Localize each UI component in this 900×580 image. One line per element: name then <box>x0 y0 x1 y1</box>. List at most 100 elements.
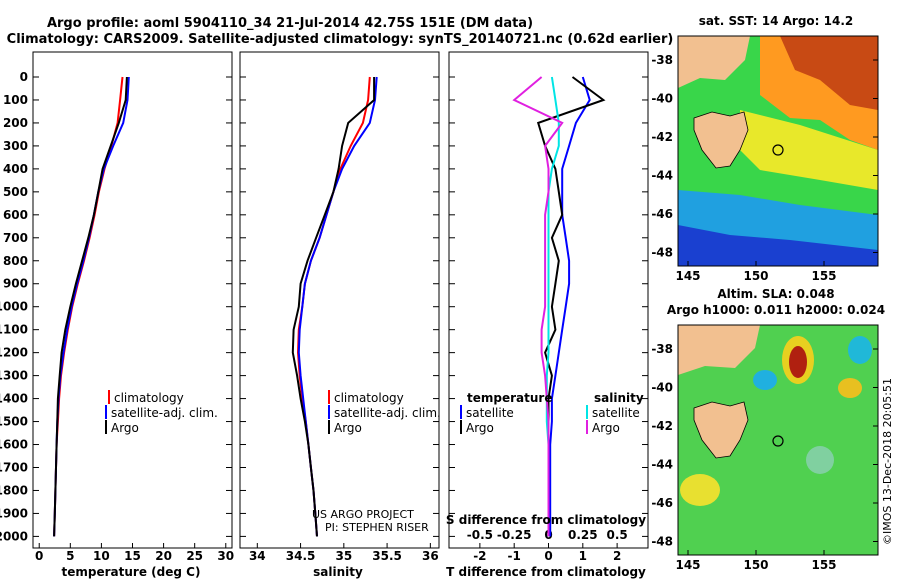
salinity-panel-frame <box>239 51 440 549</box>
depth-tick-label: 600 <box>3 208 28 222</box>
s-difference-tick-label: 0.5 <box>606 528 627 542</box>
sla-argo-position-marker <box>772 435 784 447</box>
depth-tick-label: 100 <box>3 93 28 107</box>
salinity-profiles <box>291 76 378 537</box>
salinity-legend: climatology satellite-adj. clim. Argo <box>328 390 441 435</box>
depth-tick-label: 1100 <box>0 323 28 337</box>
temperature-tick-label: 25 <box>186 549 203 563</box>
sst-map-title: sat. SST: 14 Argo: 14.2 <box>699 14 853 28</box>
s-difference-tick-label: 0.25 <box>568 528 598 542</box>
map-lat-tick-label: -48 <box>651 246 673 260</box>
map-lon-tick-label: 155 <box>811 269 836 283</box>
salinity-tick-label: 34.5 <box>286 549 316 563</box>
sst-cold-region <box>678 225 878 266</box>
depth-tick-label: 700 <box>3 231 28 245</box>
map-lat-tick-label: -46 <box>651 207 673 221</box>
series-line-salinity-argo <box>512 76 564 537</box>
temperature-profiles <box>53 76 130 537</box>
map-lat-tick-label: -38 <box>651 342 673 356</box>
salinity-x-axis: 34 34.5 35 35.5 36 <box>249 543 439 563</box>
depth-tick-label: 1300 <box>0 369 28 383</box>
figure-title-line1: Argo profile: aoml 5904110_34 21-Jul-201… <box>47 16 533 31</box>
temperature-tick-label: 20 <box>155 549 172 563</box>
legend-label-argo: Argo <box>334 421 362 435</box>
legend-label-satellite: satellite-adj. clim. <box>334 406 441 420</box>
legend-title-salinity: salinity <box>594 391 644 405</box>
sla-map-title: Altim. SLA: 0.048 <box>717 287 834 301</box>
temperature-tick-label: 0 <box>35 549 43 563</box>
depth-tick-label: 500 <box>3 185 28 199</box>
temperature-axis-label: temperature (deg C) <box>62 565 201 579</box>
sla-peak-anomaly <box>789 346 807 378</box>
depth-tick-label: 2000 <box>0 529 28 543</box>
map-lat-tick-label: -42 <box>651 419 673 433</box>
sla-low-2 <box>806 446 834 474</box>
depth-axis: 0 100 200 300 400 500 600 700 800 900 1000 1100 1200… <box>0 70 648 543</box>
legend-label-t-argo: Argo <box>466 421 494 435</box>
map-lat-tick-label: -40 <box>651 92 673 106</box>
depth-tick-label: 1900 <box>0 506 28 520</box>
difference-tick-label: 0 <box>544 549 552 563</box>
legend-label-t-satellite: satellite <box>466 406 514 420</box>
sla-mainland <box>678 325 760 375</box>
sla-southwest-high <box>680 474 720 506</box>
temperature-panel-frame <box>32 51 233 549</box>
depth-tick-label: 200 <box>3 116 28 130</box>
map-lon-tick-label: 155 <box>811 558 836 572</box>
legend-label-climatology: climatology <box>114 391 184 405</box>
depth-tick-label: 1600 <box>0 438 28 452</box>
sla-map <box>678 325 878 555</box>
s-difference-tick-label: -0.25 <box>497 528 532 542</box>
salinity-tick-label: 35.5 <box>372 549 402 563</box>
difference-x-axis: -2 -1 0 1 2 <box>473 543 621 563</box>
difference-tick-label: 1 <box>579 549 587 563</box>
imos-watermark: ©IMOS 13-Dec-2018 20:05:51 <box>881 378 894 545</box>
sst-argo-position-marker <box>772 144 784 156</box>
map-lat-tick-label: -42 <box>651 130 673 144</box>
salinity-tick-label: 35 <box>335 549 352 563</box>
temperature-tick-label: 5 <box>66 549 74 563</box>
legend-label-s-argo: Argo <box>592 421 620 435</box>
sst-hot-region <box>780 36 878 110</box>
map-lat-tick-label: -38 <box>651 53 673 67</box>
s-difference-tick-label: -0.5 <box>467 528 493 542</box>
sst-mainland <box>678 36 750 88</box>
depth-tick-label: 1400 <box>0 392 28 406</box>
depth-tick-label: 1000 <box>0 300 28 314</box>
difference-profiles <box>512 76 606 537</box>
salinity-tick-label: 34 <box>249 549 266 563</box>
s-difference-axis-label: S difference from climatology <box>446 513 646 527</box>
depth-tick-label: 1800 <box>0 483 28 497</box>
temperature-tick-label: 15 <box>124 549 141 563</box>
depth-tick-label: 1200 <box>0 346 28 360</box>
legend-label-argo: Argo <box>111 421 139 435</box>
sst-map <box>678 36 878 266</box>
sla-low-3 <box>848 336 872 364</box>
series-line-temperature-satellite <box>549 76 591 537</box>
sla-map-frame <box>677 324 879 556</box>
difference-legend: temperature salinity satellite Argo sate… <box>460 391 644 435</box>
depth-tick-label: 0 <box>20 70 28 84</box>
legend-label-s-satellite: satellite <box>592 406 640 420</box>
project-credit: US ARGO PROJECT <box>312 508 414 521</box>
temperature-tick-label: 10 <box>93 549 110 563</box>
salinity-axis-label: salinity <box>313 565 363 579</box>
map-lon-tick-label: 150 <box>743 558 768 572</box>
difference-tick-label: -1 <box>508 549 521 563</box>
map-lat-tick-label: -44 <box>651 169 673 183</box>
salinity-tick-label: 36 <box>422 549 439 563</box>
sla-east-high <box>838 378 862 398</box>
temperature-x-axis: 0 5 10 15 20 25 30 <box>35 543 234 563</box>
sla-map-subtitle: Argo h1000: 0.011 h2000: 0.024 <box>667 303 885 317</box>
depth-tick-label: 300 <box>3 139 28 153</box>
t-difference-axis-label: T difference from climatology <box>446 565 646 579</box>
map-lat-tick-label: -48 <box>651 535 673 549</box>
map-lat-tick-label: -40 <box>651 381 673 395</box>
temperature-tick-label: 30 <box>217 549 234 563</box>
depth-tick-label: 1700 <box>0 460 28 474</box>
sst-map-frame <box>677 35 879 267</box>
map-lon-tick-label: 150 <box>743 269 768 283</box>
